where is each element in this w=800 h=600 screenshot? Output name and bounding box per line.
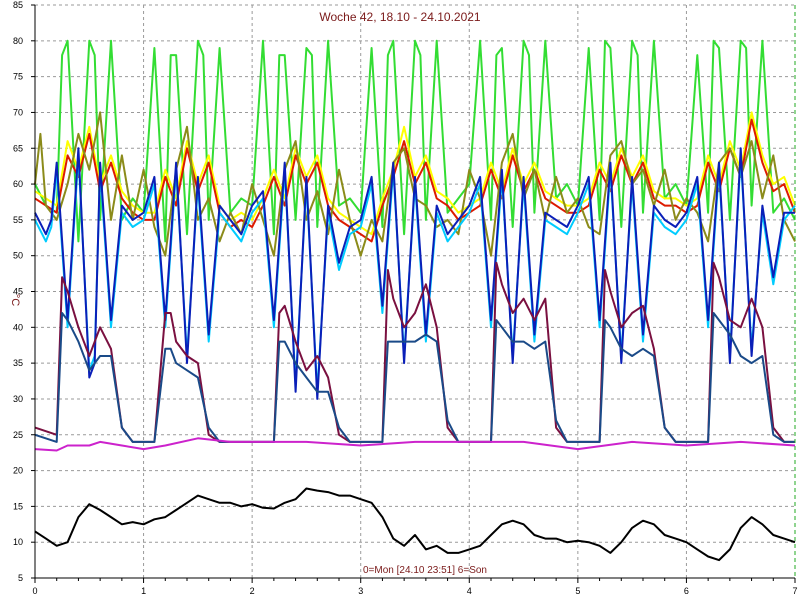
series-layer (34, 39, 796, 562)
x-tick-label: 3 (358, 586, 363, 596)
x-tick-label: 6 (684, 586, 689, 596)
y-tick-label: 80 (13, 36, 23, 46)
y-tick-label: 10 (13, 537, 23, 547)
x-tick-label: 4 (467, 586, 472, 596)
y-tick-label: 85 (13, 0, 23, 10)
series-line-9 (34, 437, 796, 452)
y-tick-label: 45 (13, 287, 23, 297)
x-tick-label: 2 (250, 586, 255, 596)
y-tick-label: 75 (13, 72, 23, 82)
x-tick-label: 5 (575, 586, 580, 596)
y-tick-label: 50 (13, 251, 23, 261)
y-tick-label: 55 (13, 215, 23, 225)
y-tick-label: 5 (18, 573, 23, 583)
x-axis-caption: 0=Mon [24.10 23:51] 6=Son (363, 565, 487, 576)
y-tick-label: 20 (13, 466, 23, 476)
y-axis-label: °C (9, 294, 21, 306)
x-tick-label: 7 (792, 586, 797, 596)
y-tick-label: 70 (13, 107, 23, 117)
y-tick-label: 65 (13, 143, 23, 153)
y-tick-label: 15 (13, 501, 23, 511)
chart-title: Woche 42, 18.10 - 24.10.2021 (319, 10, 481, 24)
y-tick-label: 60 (13, 179, 23, 189)
series-line-10 (34, 487, 796, 562)
series-line-4 (34, 111, 796, 257)
y-tick-label: 40 (13, 322, 23, 332)
series-line-8 (34, 312, 795, 443)
y-tick-label: 35 (13, 358, 23, 368)
y-tick-label: 30 (13, 394, 23, 404)
y-tick-label: 25 (13, 430, 23, 440)
series-line-6 (34, 147, 795, 400)
x-tick-label: 0 (32, 586, 37, 596)
x-tick-label: 1 (141, 586, 146, 596)
